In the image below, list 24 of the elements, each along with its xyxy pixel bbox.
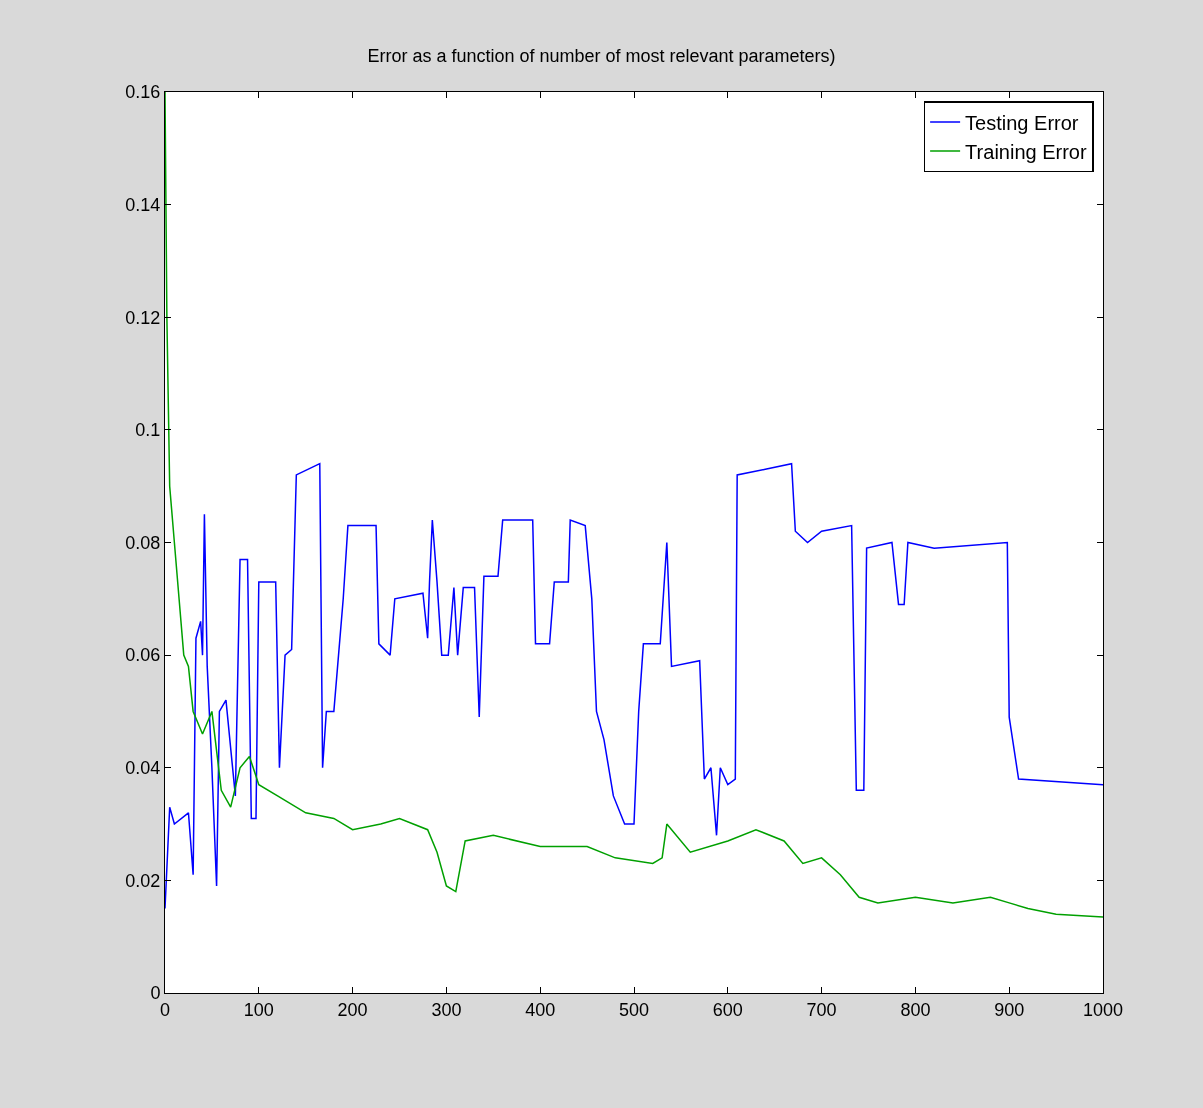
x-tick-label: 900 xyxy=(994,999,1025,1020)
x-tick-label: 500 xyxy=(618,999,650,1020)
y-tick-label: 0.08 xyxy=(125,532,161,553)
y-tick-label: 0.12 xyxy=(125,307,161,328)
line-series xyxy=(165,462,1103,910)
x-tick-label: 700 xyxy=(806,999,837,1020)
y-tick-label: 0.02 xyxy=(125,870,161,891)
y-tick-label: 0.14 xyxy=(125,194,161,215)
x-tick-label: 200 xyxy=(337,999,368,1020)
line-series xyxy=(165,92,1103,918)
x-tick-label: 600 xyxy=(712,999,743,1020)
y-tick-label: 0 xyxy=(150,983,161,1004)
y-tick-label: 0.06 xyxy=(125,645,161,666)
y-tick-label: 0.16 xyxy=(125,82,161,103)
legend-label: Training Error xyxy=(965,140,1087,163)
x-tick-label: 1000 xyxy=(1082,999,1124,1020)
legend-label: Testing Error xyxy=(965,111,1079,134)
y-tick-label: 0.04 xyxy=(125,758,161,779)
x-tick-label: 400 xyxy=(525,999,556,1020)
x-tick-label: 800 xyxy=(900,999,931,1020)
x-tick-label: 300 xyxy=(431,999,462,1020)
chart-title: Error as a function of number of most relevant parameters) xyxy=(367,46,836,67)
x-tick-label: 100 xyxy=(243,999,274,1020)
y-tick-label: 0.1 xyxy=(135,420,161,441)
